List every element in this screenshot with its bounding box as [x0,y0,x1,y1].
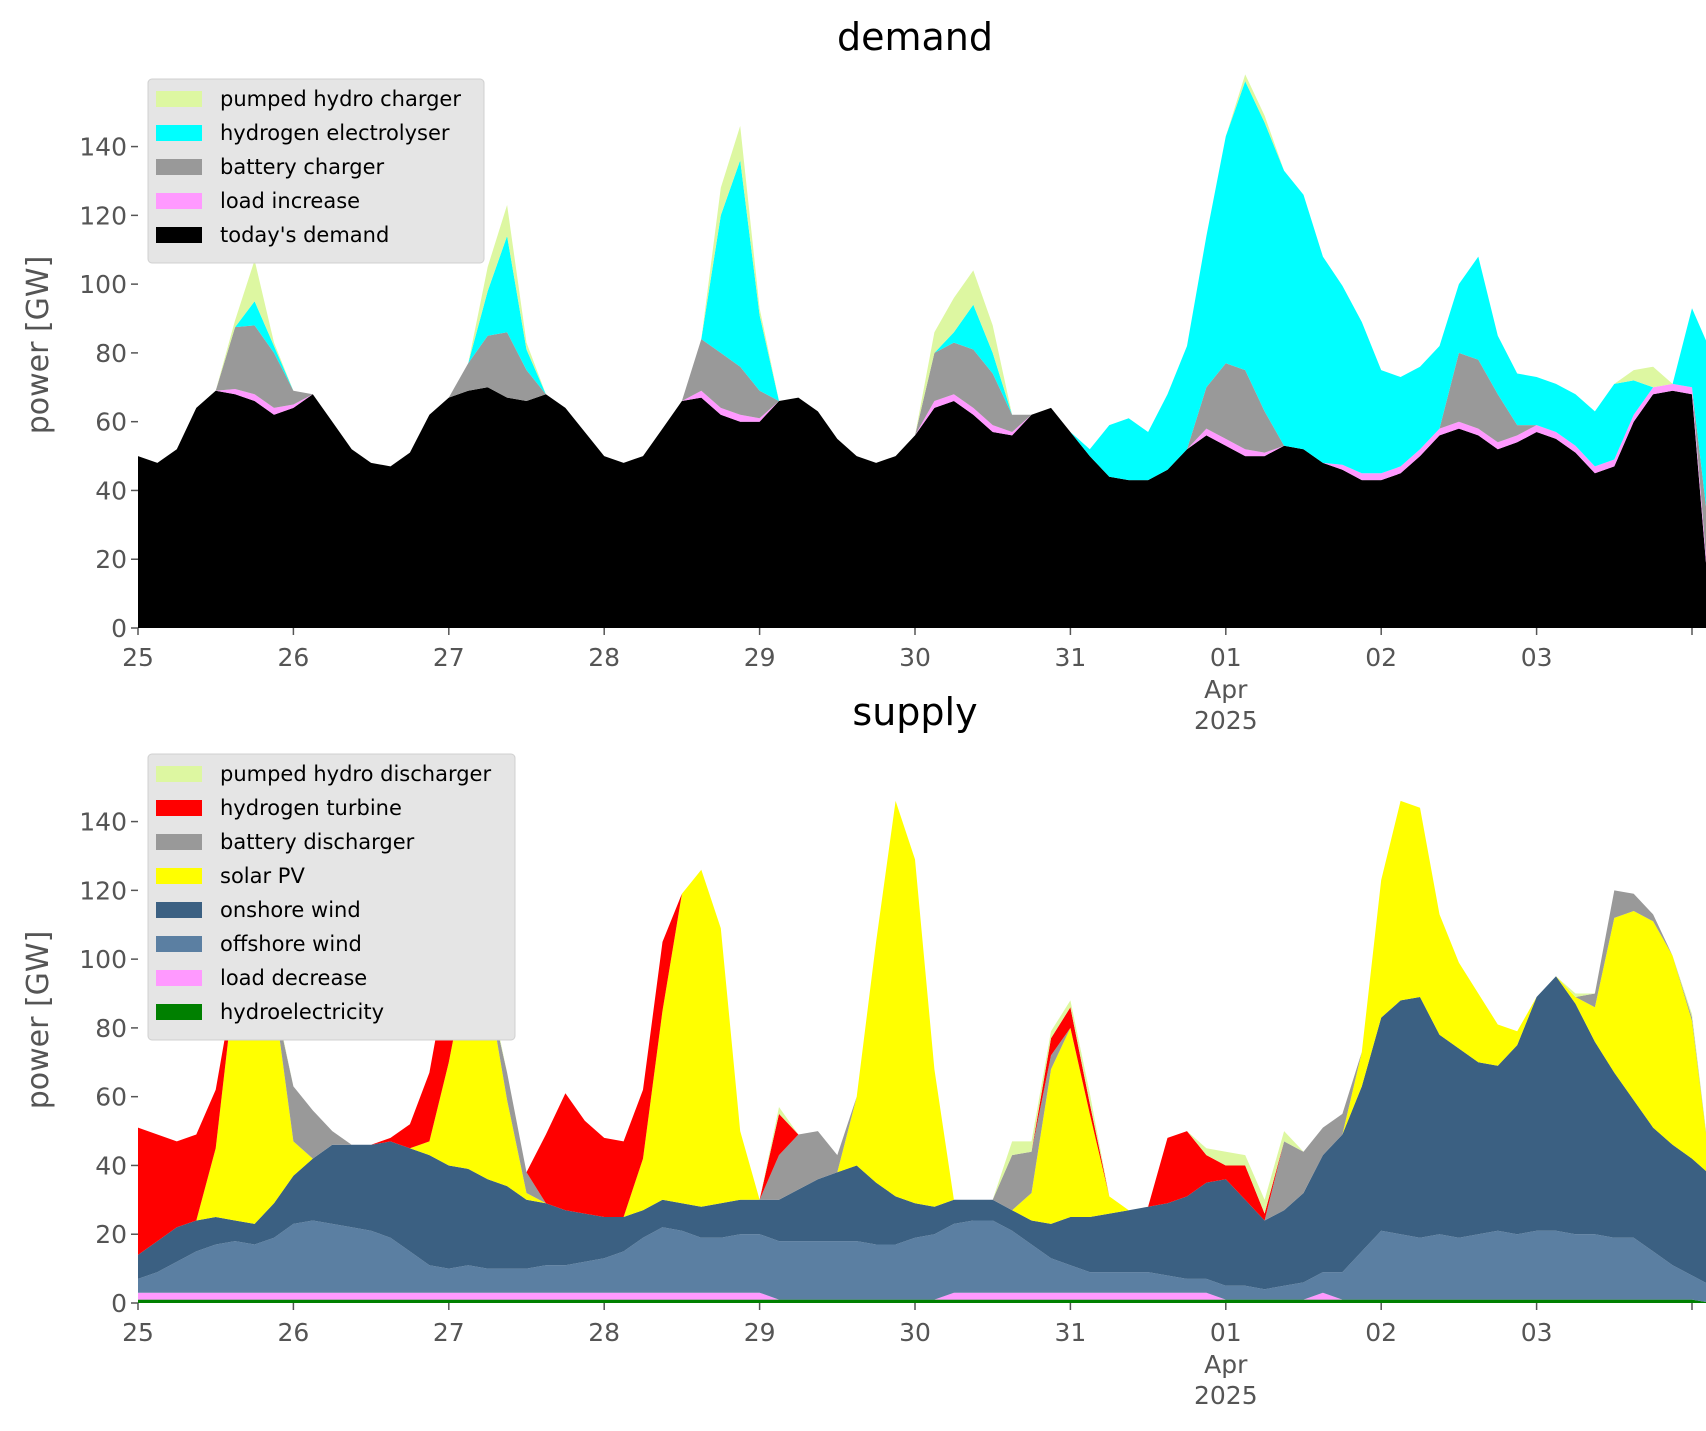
area-battery-discharger [138,800,1706,1255]
y-tick-label: 60 [95,408,127,437]
area-load-decrease [138,1292,1706,1303]
legend-swatch [156,1004,202,1020]
y-tick-label: 80 [95,1014,127,1043]
legend-swatch [156,125,202,141]
y-tick-label: 40 [95,476,127,505]
legend-label: pumped hydro charger [220,87,461,111]
legend-label: solar PV [220,864,305,888]
legend-swatch [156,970,202,986]
y-tick-label: 0 [111,614,127,643]
legend-label: load decrease [220,966,367,990]
legend-swatch [156,902,202,918]
y-axis: 0 20 40 60 80 100 120 140 [79,808,138,1318]
legend-swatch [156,868,202,884]
x-tick-label: 28 [588,643,620,672]
x-tick-sublabel: Apr [1204,675,1248,704]
y-tick-label: 100 [79,270,127,299]
area-today-s-demand [138,387,1706,628]
area-solar-pv [138,800,1706,1255]
area-hydrogen-electrolyser [138,81,1706,507]
legend-swatch [156,766,202,782]
x-tick-label: 02 [1365,1318,1397,1347]
legend-box [147,753,516,1041]
legend-label: today's demand [220,223,389,247]
legend-label: pumped hydro discharger [220,762,491,786]
x-tick-sublabel: Apr [1204,1350,1248,1379]
legend-label: load increase [220,189,360,213]
legend-label: onshore wind [220,898,361,922]
x-tick-label: 03 [1521,643,1553,672]
supply-legend: pumped hydro discharger hydrogen turbine b… [147,753,516,1041]
y-tick-label: 120 [79,201,127,230]
area-battery-charger [138,325,1706,557]
legend-swatch [156,227,202,243]
x-tick-sublabel: 2025 [1194,1381,1258,1410]
y-axis: 0 20 40 60 80 100 120 140 [79,133,138,643]
x-tick-label: 25 [122,643,154,672]
legend-box [147,78,485,264]
y-tick-label: 140 [79,133,127,162]
legend-swatch [156,936,202,952]
chart-title: demand [837,15,993,59]
legend-label: battery charger [220,155,385,179]
x-tick-label: 28 [588,1318,620,1347]
x-tick-label: 31 [1054,643,1086,672]
x-tick-label: 29 [744,643,776,672]
y-tick-label: 20 [95,1220,127,1249]
y-tick-label: 120 [79,876,127,905]
x-tick-label: 26 [277,643,309,672]
demand-areas [138,74,1706,628]
x-tick-label: 30 [899,1318,931,1347]
x-tick-label: 02 [1365,643,1397,672]
legend-label: hydroelectricity [220,1000,384,1024]
legend-swatch [156,159,202,175]
demand-legend: pumped hydro charger hydrogen electrolyse… [147,78,485,264]
x-tick-sublabel: 2025 [1194,706,1258,735]
x-tick-label: 26 [277,1318,309,1347]
x-tick-label: 25 [122,1318,154,1347]
legend-swatch [156,193,202,209]
x-tick-label: 03 [1521,1318,1553,1347]
legend-swatch [156,834,202,850]
x-tick-label: 01 [1210,643,1242,672]
y-tick-label: 80 [95,339,127,368]
y-tick-label: 20 [95,545,127,574]
legend-swatch [156,800,202,816]
area-onshore-wind [138,976,1706,1290]
chart-title: supply [852,690,977,734]
x-tick-label: 31 [1054,1318,1086,1347]
y-axis-label: power [GW] [21,931,56,1110]
x-tick-label: 01 [1210,1318,1242,1347]
x-tick-label: 27 [433,1318,465,1347]
legend-label: hydrogen electrolyser [220,121,450,145]
area-offshore-wind [138,1220,1706,1303]
legend-label: battery discharger [220,830,415,854]
y-tick-label: 40 [95,1151,127,1180]
area-hydroelectricity [138,1299,1706,1303]
y-tick-label: 60 [95,1083,127,1112]
legend-swatch [156,91,202,107]
y-tick-label: 0 [111,1289,127,1318]
x-tick-label: 29 [744,1318,776,1347]
legend-label: offshore wind [220,932,362,956]
x-tick-label: 30 [899,643,931,672]
y-tick-label: 140 [79,808,127,837]
legend-label: hydrogen turbine [220,796,402,820]
y-tick-label: 100 [79,945,127,974]
y-axis-label: power [GW] [21,256,56,435]
x-tick-label: 27 [433,643,465,672]
area-load-increase [138,383,1706,563]
